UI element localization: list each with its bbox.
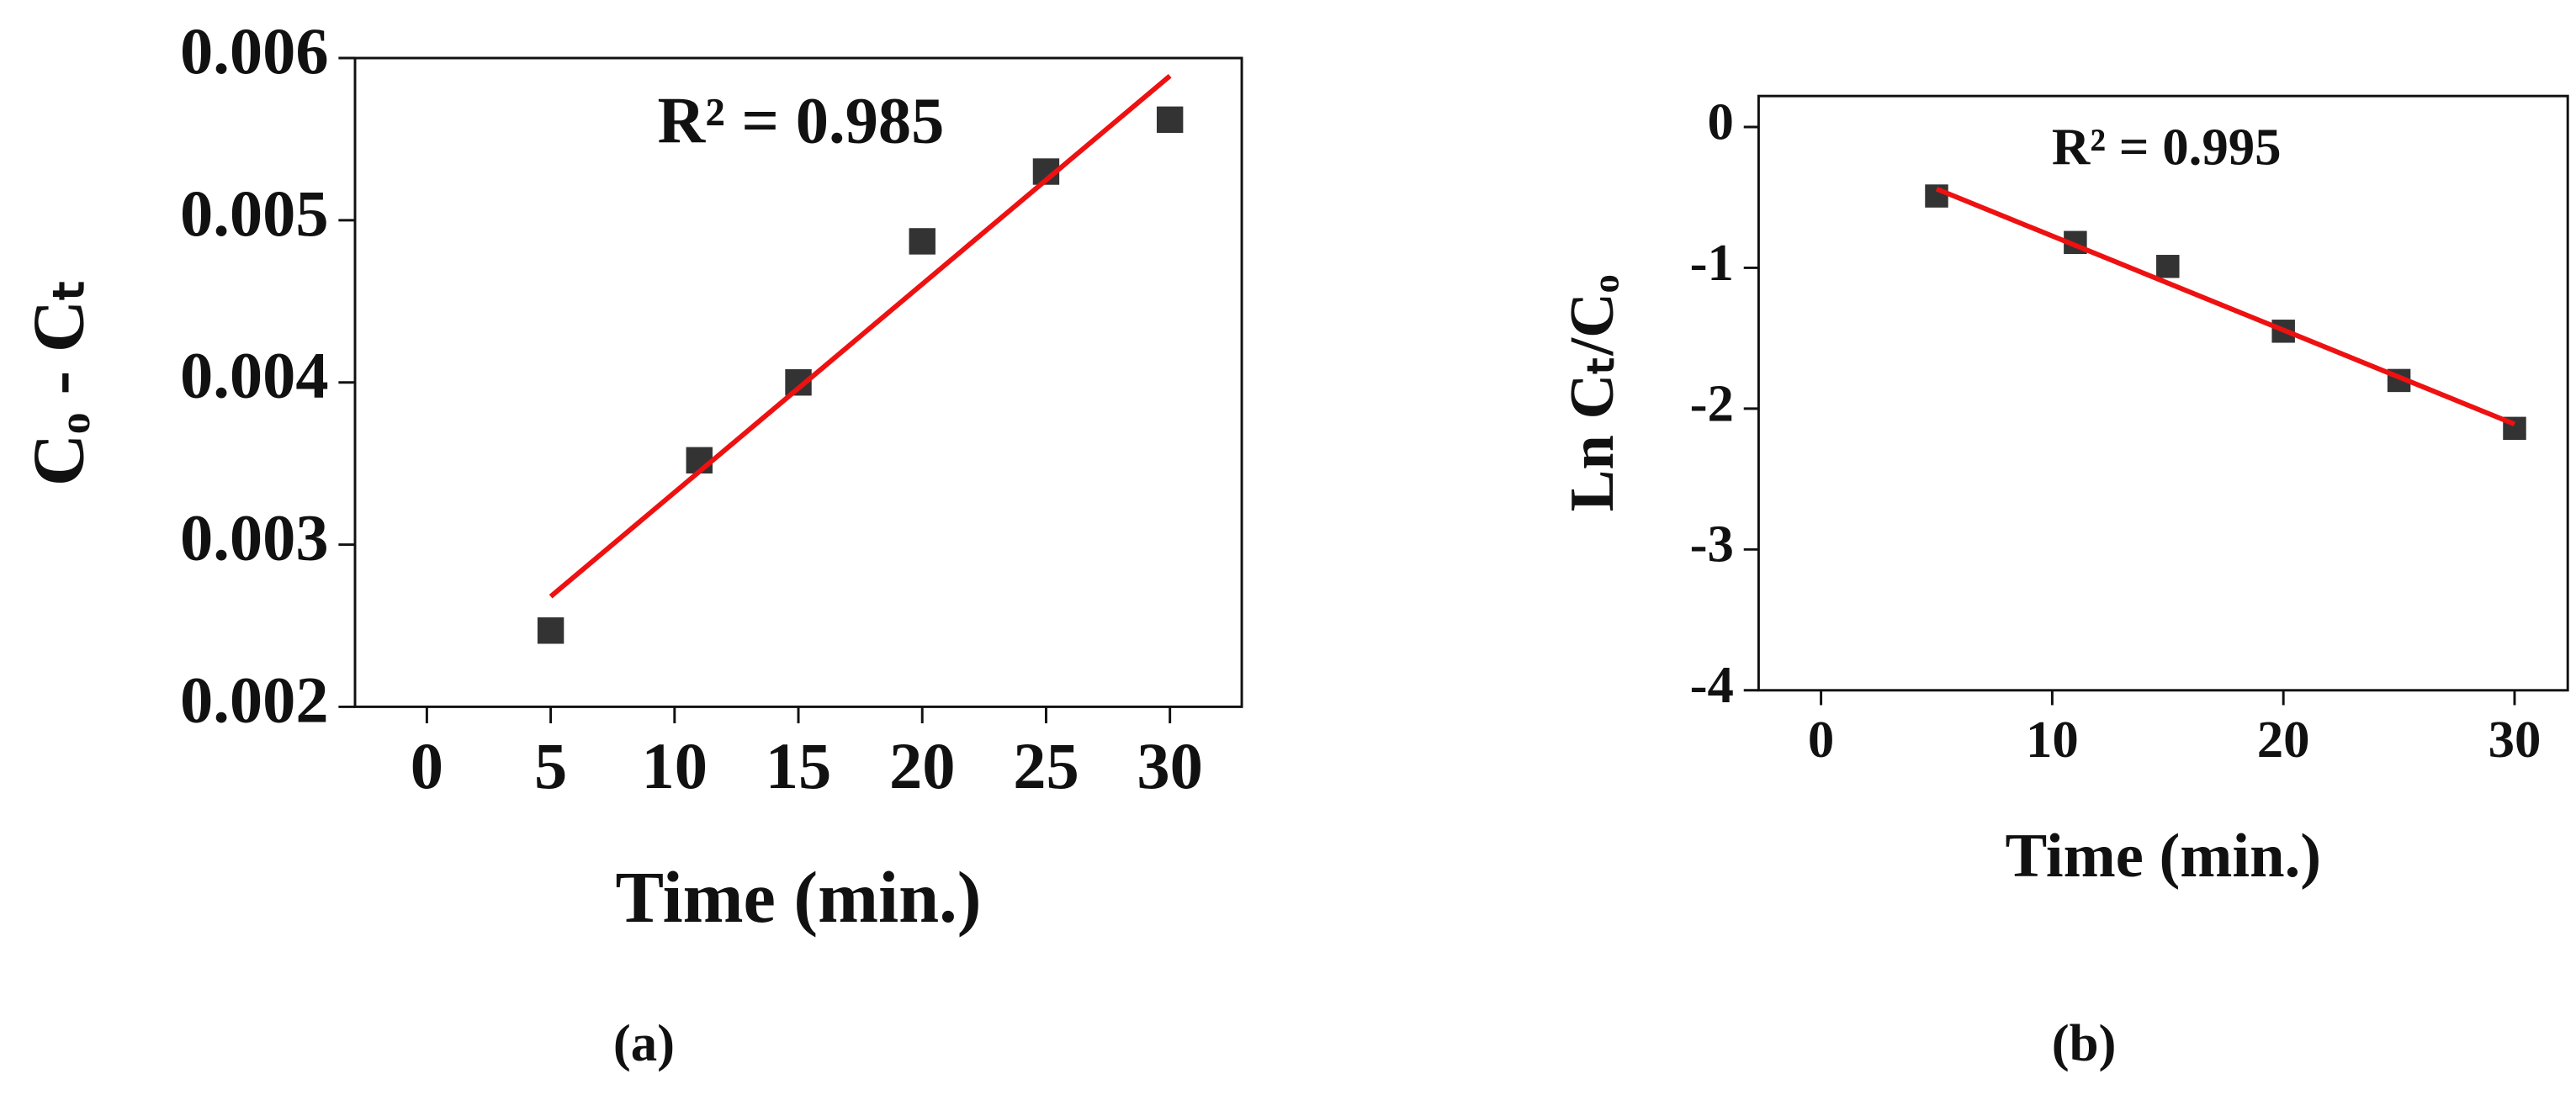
x-tick-label: 15 <box>766 729 832 802</box>
fit-line <box>549 73 1172 599</box>
y-axis-label: Ln Cₜ/Cₒ <box>1558 275 1627 512</box>
x-tick-label: 0 <box>1808 710 1834 769</box>
y-tick-label: 0 <box>1708 92 1734 151</box>
y-tick-label: -1 <box>1690 233 1734 292</box>
data-point <box>1156 106 1184 134</box>
y-tick-label: 0.004 <box>180 339 329 412</box>
y-tick-label: 0.002 <box>180 663 329 736</box>
x-tick-label: 20 <box>2257 710 2310 769</box>
y-tick-label: -4 <box>1690 655 1734 714</box>
x-tick-label: 25 <box>1013 729 1079 802</box>
x-axis-label: Time (min.) <box>2005 822 2321 891</box>
data-point <box>1925 184 1948 208</box>
caption: (b) <box>2052 1013 2117 1072</box>
fit-line <box>1935 186 2516 427</box>
plot-frame <box>1757 94 2569 692</box>
x-tick-label: 5 <box>534 729 567 802</box>
x-axis-label: Time (min.) <box>616 857 982 938</box>
x-tick-label: 10 <box>642 729 708 802</box>
x-tick-label: 10 <box>2026 710 2079 769</box>
y-tick-label: 0.003 <box>180 501 329 574</box>
x-tick-label: 30 <box>1137 729 1203 802</box>
x-tick-label: 20 <box>889 729 956 802</box>
x-tick-label: 30 <box>2489 710 2542 769</box>
y-tick-label: 0.006 <box>180 14 329 87</box>
caption: (a) <box>613 1013 675 1072</box>
annotation: R² = 0.985 <box>658 83 945 156</box>
y-tick-label: 0.005 <box>180 177 329 250</box>
data-point <box>537 617 564 644</box>
y-axis-label: Cₒ - Cₜ <box>18 278 98 486</box>
y-tick-label: -3 <box>1690 515 1734 574</box>
x-tick-label: 0 <box>411 729 443 802</box>
data-point <box>909 228 936 255</box>
y-tick-label: -2 <box>1690 373 1734 432</box>
annotation: R² = 0.995 <box>2052 117 2282 176</box>
data-point <box>2156 255 2180 278</box>
